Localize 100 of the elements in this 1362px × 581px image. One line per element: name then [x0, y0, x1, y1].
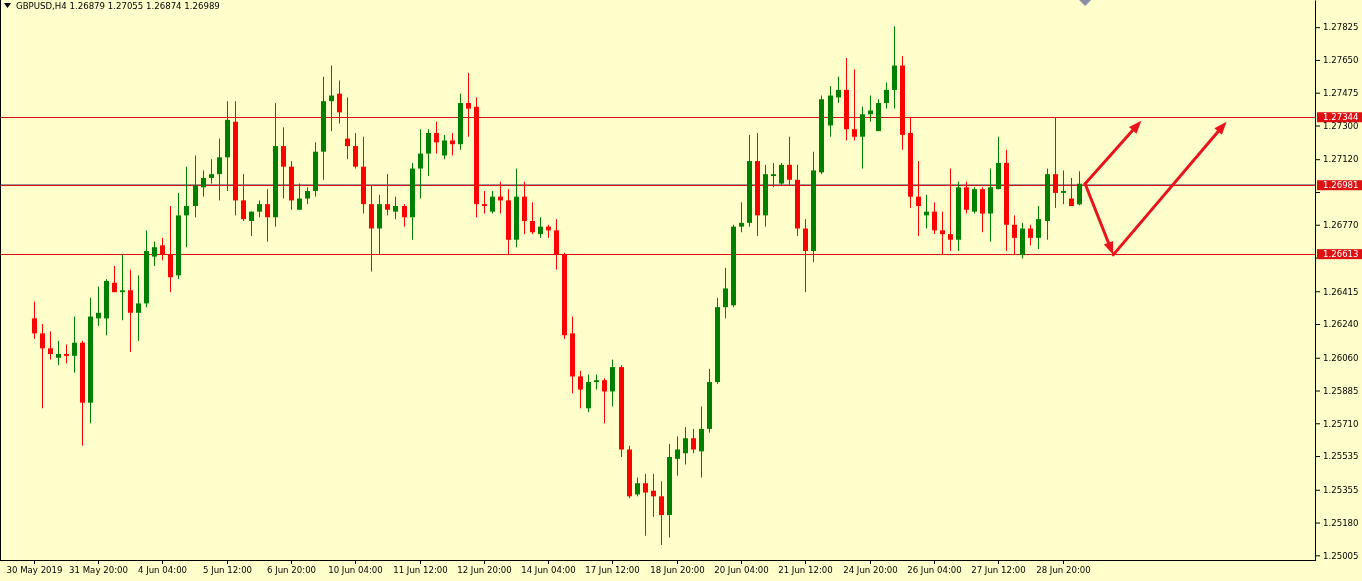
candlestick — [538, 216, 543, 239]
candlestick — [265, 188, 270, 243]
y-tick-label: 1.25885 — [1323, 385, 1359, 396]
candlestick — [972, 186, 977, 215]
y-tick-label: 1.25355 — [1323, 485, 1359, 496]
x-tick-label: 18 Jun 20:00 — [650, 565, 705, 575]
x-tick-label: 27 Jun 12:00 — [971, 565, 1026, 575]
candlestick — [691, 428, 696, 454]
candlestick — [635, 477, 640, 497]
candlestick — [201, 169, 206, 198]
candlestick — [32, 301, 37, 340]
y-tick-label: 1.26240 — [1323, 319, 1359, 330]
candlestick — [530, 201, 535, 235]
candlestick — [490, 190, 495, 215]
candlestick — [168, 205, 173, 293]
ref-line-label: 1.26613 — [1323, 249, 1359, 260]
candlestick — [353, 132, 358, 170]
candlestick — [699, 405, 704, 479]
ref-line-label: 1.26981 — [1323, 180, 1359, 191]
candlestick — [1077, 170, 1082, 206]
candlestick — [675, 435, 680, 477]
candlestick — [393, 196, 398, 220]
candlestick — [337, 80, 342, 125]
candlestick — [385, 173, 390, 216]
candlestick — [442, 134, 447, 160]
ref-line-label: 1.27344 — [1323, 112, 1359, 123]
candlestick — [659, 480, 664, 546]
candlestick — [112, 265, 117, 293]
x-tick-label: 4 Jun 04:00 — [137, 565, 188, 575]
candlestick — [466, 72, 471, 138]
candlestick — [779, 162, 784, 186]
x-tick-label: 30 May 2019 — [6, 565, 63, 575]
candlestick — [128, 269, 133, 353]
y-tick-label: 1.27120 — [1323, 154, 1359, 165]
candlestick — [932, 201, 937, 235]
candlestick — [64, 344, 69, 364]
candlestick — [217, 138, 222, 201]
x-tick-label: 24 Jun 20:00 — [843, 565, 898, 575]
x-tick-label: 20 Jun 04:00 — [714, 565, 769, 575]
candlestick — [739, 201, 744, 233]
candlestick — [852, 68, 857, 141]
candlestick — [48, 331, 53, 361]
candlestick — [249, 211, 254, 237]
y-tick-label: 1.25180 — [1323, 517, 1359, 528]
x-tick-label: 12 Jun 20:00 — [457, 565, 512, 575]
candlestick — [1028, 224, 1033, 246]
x-tick-label: 5 Jun 12:00 — [202, 565, 253, 575]
y-tick-label: 1.27650 — [1323, 55, 1359, 66]
candlestick — [426, 128, 431, 177]
candlestick — [241, 173, 246, 222]
candlestick — [1012, 214, 1017, 256]
y-tick-label: 1.26060 — [1323, 352, 1359, 363]
candlestick — [152, 241, 157, 267]
chart-title: GBPUSD,H4 1.26879 1.27055 1.26874 1.26989 — [16, 1, 220, 11]
candlestick — [578, 370, 583, 409]
candlestick — [643, 473, 648, 537]
candlestick — [56, 340, 61, 366]
candlestick — [120, 254, 125, 321]
candlestick — [402, 203, 407, 228]
y-tick-label: 1.25710 — [1323, 418, 1359, 429]
y-tick-label: 1.26415 — [1323, 286, 1359, 297]
y-tick-label: 1.25005 — [1323, 550, 1359, 561]
candlestick — [72, 316, 77, 374]
x-tick-label: 6 Jun 20:00 — [266, 565, 317, 575]
candlestick — [860, 106, 865, 170]
x-tick-label: 14 Jun 04:00 — [521, 565, 576, 575]
candlestick — [209, 158, 214, 185]
candlestick — [160, 237, 165, 261]
candlestick — [940, 211, 945, 256]
candlestick — [184, 166, 189, 248]
candlestick — [1036, 205, 1041, 250]
candlestick — [297, 183, 302, 211]
candlestick — [193, 154, 198, 218]
candlestick — [948, 168, 953, 252]
y-tick-label: 1.25535 — [1323, 451, 1359, 462]
candlestick — [836, 76, 841, 104]
candlestick — [723, 267, 728, 319]
candlestick — [602, 377, 607, 424]
candlestick — [450, 132, 455, 156]
x-tick-label: 17 Jun 12:00 — [585, 565, 640, 575]
candlestick — [136, 274, 141, 342]
candlestick — [964, 181, 969, 215]
y-tick-label: 1.27300 — [1323, 120, 1359, 131]
x-tick-label: 26 Jun 04:00 — [907, 565, 962, 575]
candlestick — [434, 121, 439, 155]
candlestick — [345, 96, 350, 160]
candlestick — [1069, 177, 1074, 207]
candlestick — [418, 128, 423, 200]
x-tick-label: 28 Jun 20:00 — [1036, 565, 1091, 575]
x-tick-label: 21 Jun 12:00 — [778, 565, 833, 575]
x-tick-label: 31 May 20:00 — [69, 565, 128, 575]
candlestick — [803, 218, 808, 293]
candlestick — [482, 190, 487, 215]
candlestick — [40, 323, 45, 409]
x-tick-label: 11 Jun 12:00 — [393, 565, 448, 575]
x-tick-label: 10 Jun 04:00 — [328, 565, 383, 575]
candlestick — [1061, 169, 1066, 205]
candlestick — [916, 160, 921, 237]
y-tick-label: 1.27825 — [1323, 22, 1359, 33]
candlestick — [1053, 117, 1058, 209]
